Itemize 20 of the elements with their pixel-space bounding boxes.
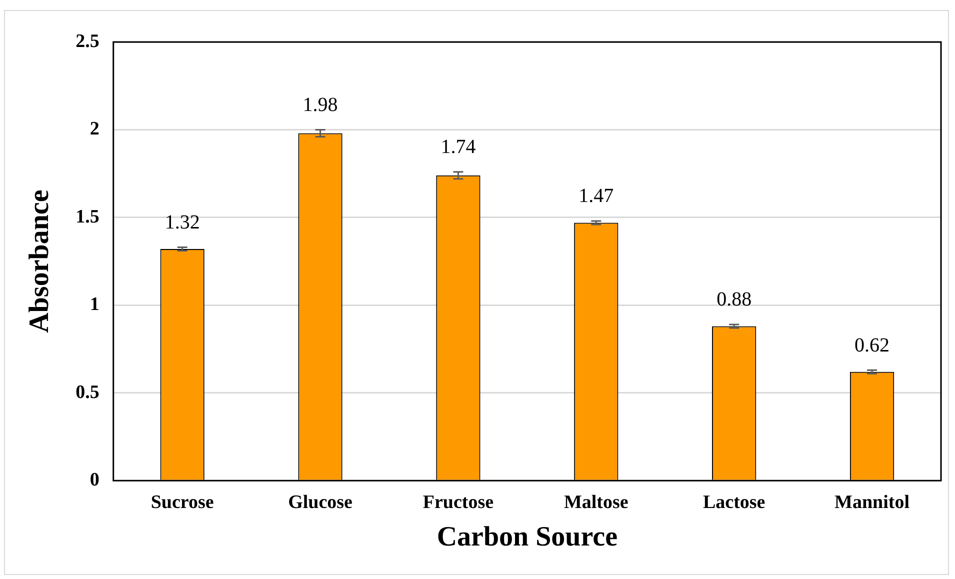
x-tick-label: Lactose xyxy=(702,492,766,513)
y-tick-label: 2 xyxy=(90,118,100,140)
x-tick-label: Glucose xyxy=(288,492,352,513)
data-label: 1.74 xyxy=(440,136,476,158)
data-label: 1.32 xyxy=(164,212,200,234)
data-label: 1.47 xyxy=(578,185,614,208)
y-tick-label: 0.5 xyxy=(76,382,100,403)
x-tick-label: Sucrose xyxy=(150,492,214,513)
x-tick-label: Mannitol xyxy=(834,492,910,513)
y-tick-label: 0 xyxy=(90,470,100,491)
data-label: 1.98 xyxy=(302,94,338,116)
y-tick-label: 1 xyxy=(90,294,100,316)
y-tick-label: 1.5 xyxy=(76,206,100,228)
x-tick-label: Fructose xyxy=(422,492,494,513)
data-label: 0.62 xyxy=(854,334,890,356)
y-tick-label: 2.5 xyxy=(76,30,100,52)
data-label: 0.88 xyxy=(716,288,752,311)
x-tick-label: Maltose xyxy=(564,492,628,513)
y-axis-title: Absorbance xyxy=(24,190,56,333)
x-axis-title: Carbon Source xyxy=(436,521,618,552)
